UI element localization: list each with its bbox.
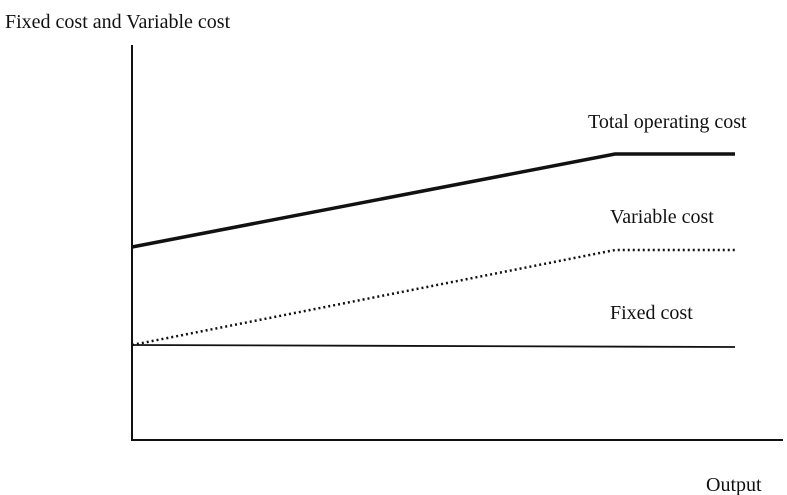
line-label: Total operating cost	[588, 111, 747, 133]
line-label: Variable cost	[610, 206, 714, 228]
line-label: Fixed cost	[610, 302, 693, 324]
fixed-cost-line	[131, 344, 736, 348]
y-axis-title: Fixed cost and Variable cost	[5, 11, 231, 33]
variable-cost-line	[131, 248, 735, 347]
total-cost-line	[131, 152, 735, 249]
x-axis-title: Output	[706, 474, 762, 495]
